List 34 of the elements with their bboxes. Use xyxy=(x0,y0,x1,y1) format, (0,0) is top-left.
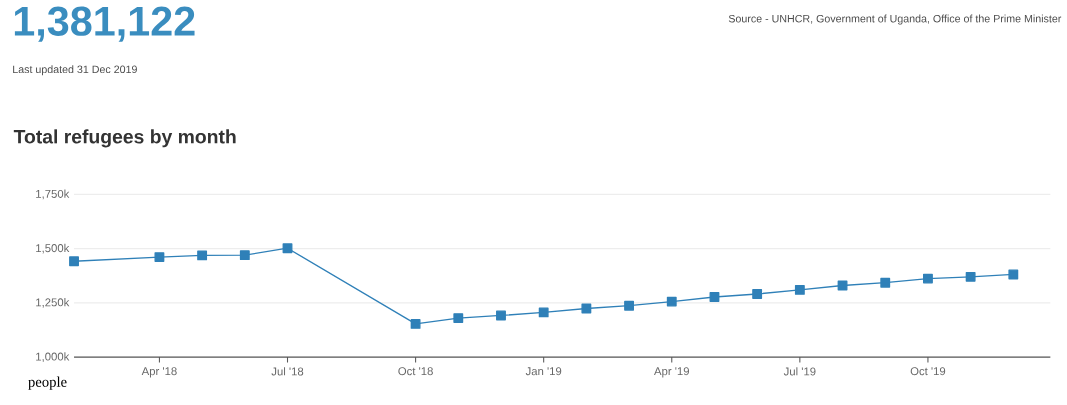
point xyxy=(154,252,165,262)
point xyxy=(624,300,635,311)
y-tick-label: 1,750k xyxy=(36,189,70,200)
point xyxy=(666,296,677,307)
point xyxy=(581,303,592,314)
point xyxy=(538,307,549,318)
x-tick-label: Jul '18 xyxy=(271,367,304,376)
point xyxy=(965,271,976,282)
text: 1,381,122 xyxy=(14,6,195,42)
point xyxy=(239,250,250,261)
point xyxy=(1008,269,1019,280)
point xyxy=(794,284,805,295)
x-tick-label: Apr '19 xyxy=(654,367,689,378)
point xyxy=(752,288,763,299)
x-tick-label: Oct '18 xyxy=(398,367,433,376)
point xyxy=(880,277,891,288)
text: Last updated 31 Dec 2019 xyxy=(13,65,137,76)
x-tick-label: Apr '18 xyxy=(141,367,177,378)
point xyxy=(923,273,933,284)
y-axis-title: people xyxy=(28,376,67,390)
x-tick-label: Jul '19 xyxy=(783,367,816,376)
y-tick-label: 1,000k xyxy=(36,352,70,362)
chart-title: Total refugees by month xyxy=(13,129,236,148)
point xyxy=(709,292,720,302)
x-tick-label: Oct '19 xyxy=(910,367,946,376)
point xyxy=(197,250,208,261)
y-tick-label: 1,250k xyxy=(36,297,70,308)
point xyxy=(282,243,293,254)
point xyxy=(453,313,464,323)
x-tick-label: Jan '19 xyxy=(525,367,562,376)
point xyxy=(410,318,421,329)
point xyxy=(496,310,506,321)
y-tick-label: 1,500k xyxy=(36,243,70,254)
source-note: Source - UNHCR, Government of Uganda, Office of the Prime Minister xyxy=(728,14,1062,25)
